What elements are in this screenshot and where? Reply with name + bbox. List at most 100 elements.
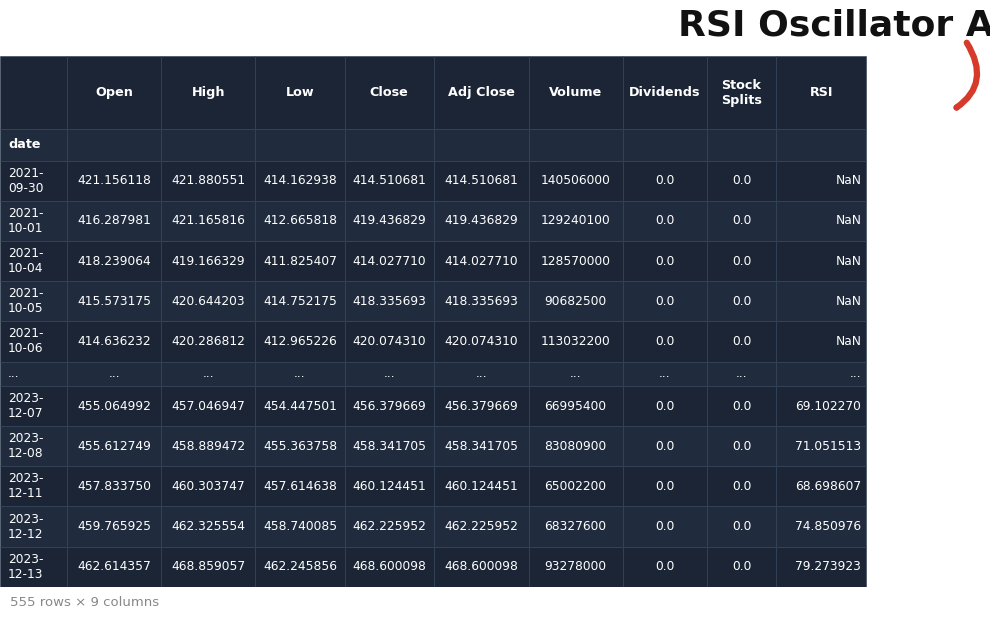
- Text: 83080900: 83080900: [544, 440, 607, 453]
- Bar: [255, 56, 345, 129]
- Bar: [623, 241, 707, 281]
- Text: 455.064992: 455.064992: [77, 399, 151, 412]
- Text: 0.0: 0.0: [732, 480, 751, 493]
- Text: Low: Low: [286, 86, 314, 99]
- Bar: [707, 546, 776, 587]
- Text: Volume: Volume: [549, 86, 602, 99]
- Text: 68.698607: 68.698607: [795, 480, 861, 493]
- Bar: [776, 507, 866, 546]
- Bar: [345, 546, 434, 587]
- Text: 0.0: 0.0: [655, 295, 674, 308]
- Bar: [707, 426, 776, 466]
- Text: 65002200: 65002200: [544, 480, 607, 493]
- Bar: [0, 161, 67, 201]
- Text: ...: ...: [8, 367, 20, 380]
- Text: 0.0: 0.0: [732, 335, 751, 348]
- Bar: [707, 507, 776, 546]
- Text: 418.335693: 418.335693: [445, 295, 518, 308]
- Bar: [776, 466, 866, 507]
- Text: 0.0: 0.0: [732, 440, 751, 453]
- Text: 128570000: 128570000: [541, 255, 611, 268]
- Text: 458.341705: 458.341705: [352, 440, 426, 453]
- Text: ...: ...: [109, 367, 120, 380]
- Bar: [67, 201, 161, 241]
- Text: 458.740085: 458.740085: [263, 520, 337, 533]
- Text: 460.124451: 460.124451: [352, 480, 426, 493]
- Text: 455.363758: 455.363758: [263, 440, 337, 453]
- Bar: [161, 321, 255, 361]
- Text: 2021-
10-04: 2021- 10-04: [8, 247, 44, 275]
- Bar: [0, 466, 67, 507]
- Text: 0.0: 0.0: [655, 480, 674, 493]
- Bar: [529, 466, 623, 507]
- Text: 419.166329: 419.166329: [171, 255, 246, 268]
- Bar: [529, 281, 623, 321]
- Bar: [161, 281, 255, 321]
- Text: 0.0: 0.0: [655, 520, 674, 533]
- Bar: [255, 507, 345, 546]
- Text: 2021-
10-05: 2021- 10-05: [8, 288, 44, 315]
- Bar: [623, 161, 707, 201]
- Bar: [623, 507, 707, 546]
- Bar: [434, 241, 529, 281]
- Bar: [623, 361, 707, 386]
- Bar: [434, 386, 529, 426]
- Bar: [0, 507, 67, 546]
- Text: 555 rows × 9 columns: 555 rows × 9 columns: [10, 596, 159, 609]
- Bar: [707, 241, 776, 281]
- Bar: [345, 281, 434, 321]
- Text: 0.0: 0.0: [732, 295, 751, 308]
- Bar: [434, 161, 529, 201]
- Text: 455.612749: 455.612749: [77, 440, 151, 453]
- Text: 457.614638: 457.614638: [263, 480, 337, 493]
- Text: 419.436829: 419.436829: [445, 214, 518, 227]
- Bar: [707, 201, 776, 241]
- Text: 416.287981: 416.287981: [77, 214, 151, 227]
- Bar: [67, 161, 161, 201]
- Bar: [529, 507, 623, 546]
- Bar: [776, 241, 866, 281]
- Bar: [529, 426, 623, 466]
- Text: 468.859057: 468.859057: [171, 560, 246, 573]
- Text: 458.341705: 458.341705: [445, 440, 518, 453]
- Bar: [776, 129, 866, 161]
- Bar: [255, 129, 345, 161]
- Text: 2021-
10-01: 2021- 10-01: [8, 207, 44, 235]
- Bar: [434, 129, 529, 161]
- Bar: [529, 161, 623, 201]
- Bar: [255, 281, 345, 321]
- Bar: [161, 507, 255, 546]
- Bar: [255, 361, 345, 386]
- Bar: [161, 386, 255, 426]
- Text: 418.239064: 418.239064: [77, 255, 151, 268]
- Text: ...: ...: [736, 367, 747, 380]
- Bar: [67, 507, 161, 546]
- Text: ...: ...: [203, 367, 214, 380]
- Bar: [707, 466, 776, 507]
- Bar: [623, 129, 707, 161]
- Bar: [623, 466, 707, 507]
- Text: 457.833750: 457.833750: [77, 480, 151, 493]
- Bar: [529, 546, 623, 587]
- Text: RSI: RSI: [810, 86, 833, 99]
- Text: 415.573175: 415.573175: [77, 295, 151, 308]
- Bar: [161, 129, 255, 161]
- Bar: [707, 321, 776, 361]
- Bar: [434, 321, 529, 361]
- Bar: [776, 361, 866, 386]
- Text: 414.510681: 414.510681: [445, 175, 518, 188]
- Text: 421.165816: 421.165816: [171, 214, 246, 227]
- Bar: [707, 56, 776, 129]
- Text: 458.889472: 458.889472: [171, 440, 246, 453]
- Bar: [345, 466, 434, 507]
- Bar: [623, 426, 707, 466]
- Text: 462.325554: 462.325554: [171, 520, 246, 533]
- Text: Stock
Splits: Stock Splits: [721, 78, 762, 107]
- Text: 0.0: 0.0: [732, 399, 751, 412]
- Bar: [707, 361, 776, 386]
- Text: NaN: NaN: [836, 214, 861, 227]
- Text: 113032200: 113032200: [541, 335, 611, 348]
- Text: 0.0: 0.0: [732, 214, 751, 227]
- Text: Dividends: Dividends: [629, 86, 701, 99]
- Text: 71.051513: 71.051513: [795, 440, 861, 453]
